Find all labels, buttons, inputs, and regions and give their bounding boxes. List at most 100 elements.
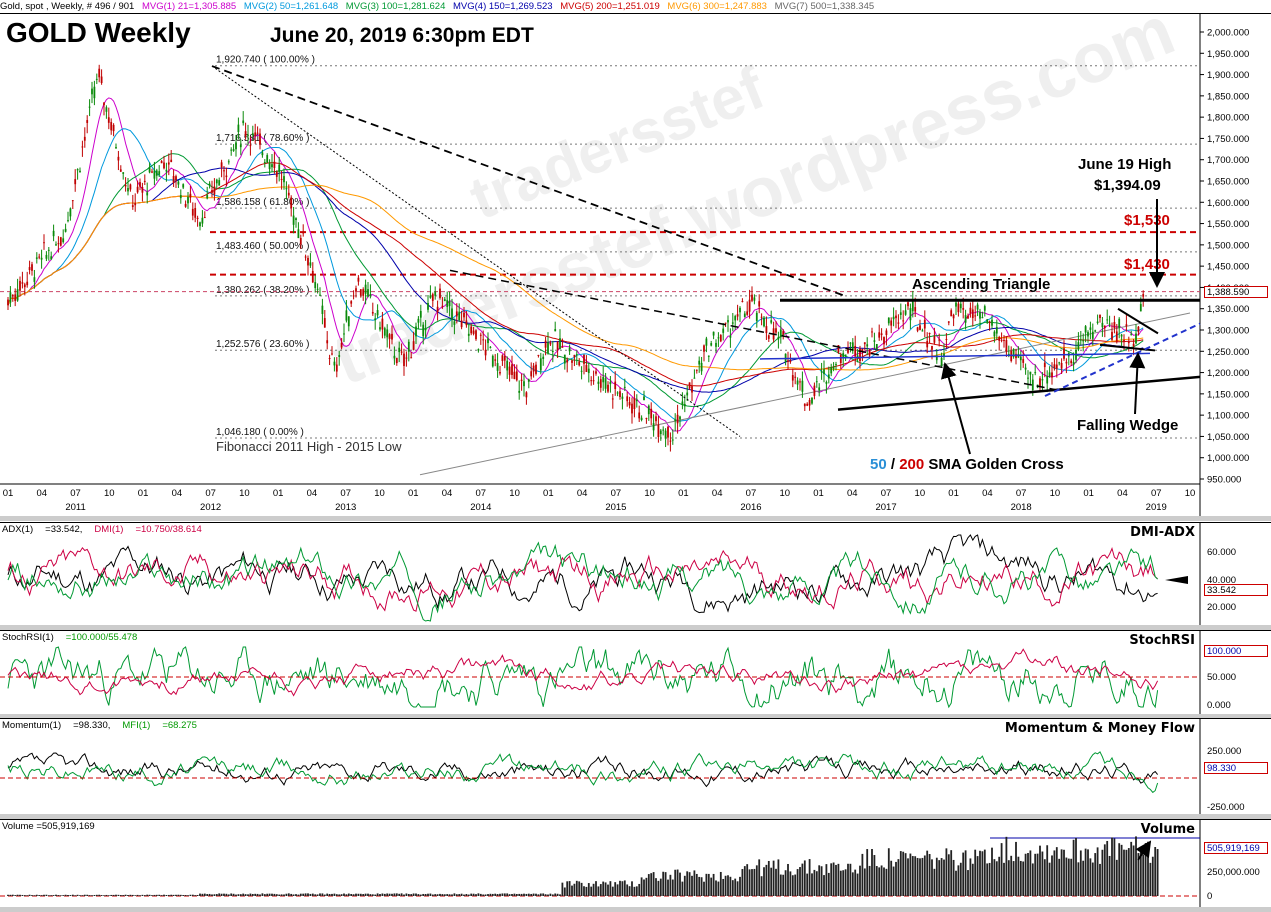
- volume-bar: [297, 894, 300, 896]
- scrollbar-3[interactable]: [0, 714, 1271, 719]
- volume-bar: [1123, 849, 1125, 896]
- price-candle: [28, 267, 31, 271]
- volume-bar: [770, 867, 773, 896]
- fibonacci-caption: Fibonacci 2011 High - 2015 Low: [216, 439, 402, 454]
- volume-bar: [739, 876, 741, 896]
- price-candle: [671, 439, 674, 441]
- x-axis-year-label: 2012: [200, 502, 221, 513]
- volume-bar: [76, 894, 79, 896]
- price-candle: [1115, 331, 1118, 342]
- volume-bar: [518, 893, 521, 896]
- volume-bar: [955, 870, 957, 896]
- price-candle: [1084, 326, 1087, 333]
- fibonacci-level-label: 1,380.262 ( 38.20% ): [216, 285, 309, 296]
- price-candle: [1077, 342, 1080, 350]
- price-candle: [213, 186, 216, 195]
- volume-bar: [899, 851, 902, 896]
- volume-bar: [734, 878, 737, 896]
- dmi-minus-line: [7, 546, 1158, 612]
- stochrsi-chart[interactable]: 50.000 0.000: [0, 631, 1271, 715]
- price-candle: [14, 294, 17, 301]
- price-candle: [136, 186, 139, 193]
- volume-bar: [959, 862, 962, 896]
- x-axis-month-label: 04: [982, 488, 993, 499]
- dmi-panel[interactable]: ADX(1) =33.542, DMI(1) =10.750/38.614 DMI-A…: [0, 522, 1271, 625]
- volume-bar: [124, 894, 127, 896]
- volume-bar: [643, 879, 645, 896]
- price-candle: [86, 120, 89, 123]
- volume-bar: [890, 860, 893, 896]
- volume-bar: [1115, 859, 1118, 896]
- volume-chart[interactable]: 250,000.000 0: [0, 820, 1271, 909]
- price-candle: [729, 335, 732, 338]
- scrollbar-5[interactable]: [0, 907, 1271, 912]
- price-candle: [578, 361, 581, 366]
- price-candle: [1012, 349, 1015, 358]
- volume-bar: [215, 894, 218, 896]
- volume-bar: [199, 893, 201, 896]
- falling-wedge-label: Falling Wedge: [1077, 417, 1178, 434]
- price-candle: [515, 371, 518, 381]
- stochrsi-panel[interactable]: StochRSI(1) =100.000/55.478 StochRSI 50.0…: [0, 630, 1271, 715]
- x-axis-month-label: 04: [36, 488, 47, 499]
- volume-bar: [794, 874, 797, 896]
- price-candle: [626, 396, 629, 402]
- volume-bar: [657, 880, 660, 896]
- price-candle: [763, 317, 765, 327]
- volume-bar: [259, 894, 261, 896]
- price-candle: [751, 294, 753, 301]
- volume-bar: [398, 893, 401, 896]
- scrollbar-2[interactable]: [0, 625, 1271, 630]
- price-candle: [566, 359, 569, 363]
- volume-bar: [537, 894, 540, 896]
- price-candle: [105, 107, 108, 112]
- volume-bar: [895, 861, 897, 896]
- volume-bar: [962, 852, 965, 896]
- price-candle: [506, 360, 509, 371]
- price-candle: [753, 297, 756, 301]
- golden-cross-text: SMA Golden Cross: [924, 456, 1063, 473]
- price-candle: [501, 355, 504, 361]
- volume-label: Volume =505,919,169: [2, 821, 95, 832]
- price-candle: [628, 402, 631, 406]
- scrollbar-4[interactable]: [0, 814, 1271, 819]
- price-candle: [304, 256, 307, 258]
- momentum-panel[interactable]: Momentum(1) =98.330, MFI(1) =68.275 Momentu…: [0, 718, 1271, 815]
- volume-panel[interactable]: Volume =505,919,169 Volume 250,000.000 0 …: [0, 819, 1271, 909]
- volume-bar: [751, 869, 753, 896]
- volume-bar: [139, 895, 141, 896]
- volume-bar: [988, 862, 991, 896]
- price-candle: [794, 376, 797, 378]
- price-candle: [376, 310, 379, 316]
- volume-bar: [345, 894, 348, 896]
- volume-bar: [640, 877, 643, 896]
- dmi-chart[interactable]: 60.000 40.000 20.000: [0, 523, 1271, 625]
- price-candle: [1087, 332, 1089, 337]
- price-candle: [74, 179, 77, 185]
- price-axis-label: 1,100.000: [1207, 411, 1249, 422]
- price-candle: [328, 357, 331, 359]
- price-candle: [441, 305, 444, 307]
- price-candle: [115, 147, 117, 149]
- volume-bar: [1046, 845, 1049, 896]
- price-candle: [952, 314, 955, 319]
- price-panel[interactable]: tradersstef.wordpress.com tradersstef 1,…: [0, 13, 1271, 516]
- price-chart[interactable]: tradersstef.wordpress.com tradersstef 1,…: [0, 14, 1271, 516]
- scrollbar-1[interactable]: [0, 516, 1271, 521]
- price-candle: [1118, 318, 1121, 328]
- x-axis-year-label: 2014: [470, 502, 491, 513]
- volume-bar: [208, 893, 211, 896]
- price-candle: [383, 328, 386, 336]
- price-candle: [407, 341, 410, 352]
- volume-bar: [88, 895, 91, 896]
- price-candle: [667, 426, 669, 438]
- volume-bar: [465, 894, 468, 896]
- chart-title: GOLD Weekly: [6, 17, 191, 48]
- price-candle: [254, 132, 257, 136]
- price-candle: [957, 303, 960, 313]
- momentum-chart[interactable]: 250.000 -250.000: [0, 719, 1271, 815]
- mvg-7: MVG(7) 500=1,338.345: [774, 1, 875, 12]
- volume-bar: [923, 855, 926, 896]
- chart-date: June 20, 2019 6:30pm EDT: [270, 24, 534, 47]
- price-candle: [511, 364, 513, 375]
